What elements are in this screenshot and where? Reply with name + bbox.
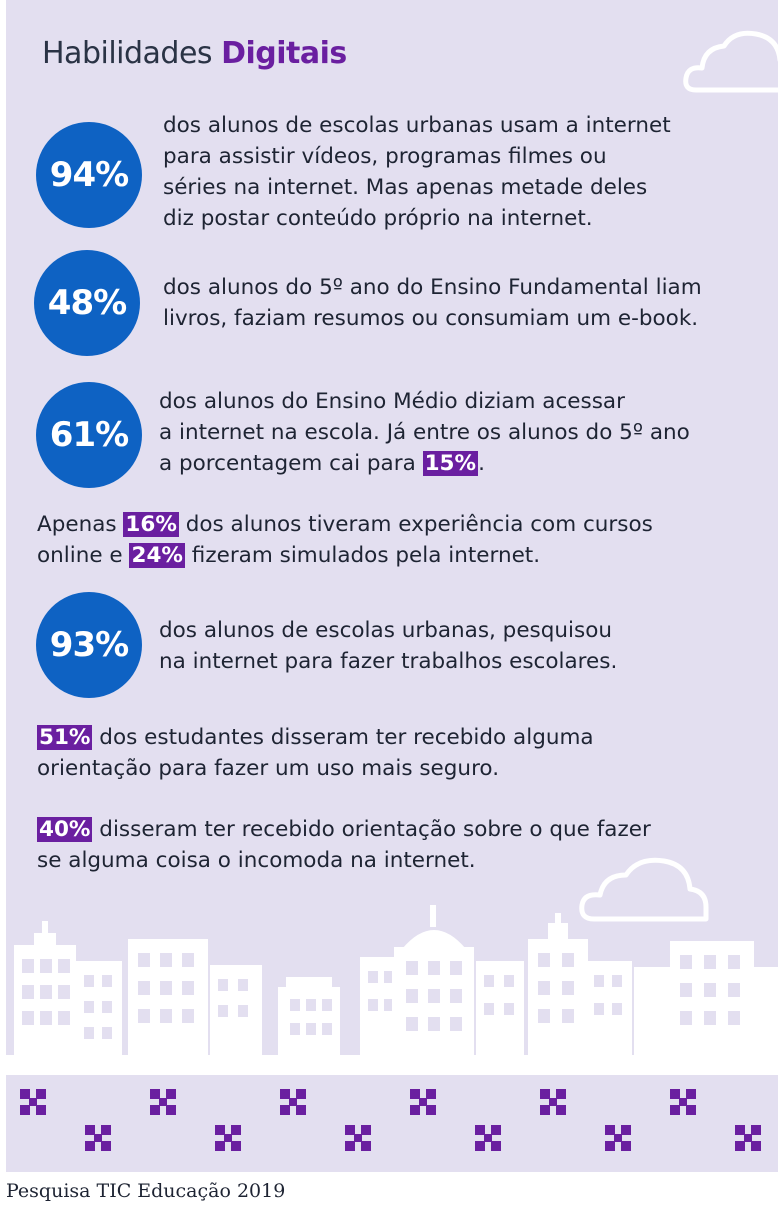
text-fragment: online e [37, 543, 130, 568]
highlight-15: 15% [422, 451, 479, 476]
stat-line: a porcentagem cai para [159, 451, 423, 476]
cloud-icon [683, 30, 778, 93]
stat-line: na internet para fazer trabalhos escolar… [159, 649, 618, 674]
stat-line: a internet na escola. Já entre os alunos… [159, 420, 690, 445]
discomfort-text: 40% disseram ter recebido orientação sob… [37, 814, 651, 876]
text-fragment: Apenas [37, 512, 124, 537]
city-skyline [6, 905, 778, 1075]
text-fragment: disseram ter recebido orientação sobre o… [92, 817, 651, 842]
orientation-text: 51% dos estudantes disseram ter recebido… [37, 722, 594, 784]
stat-line: dos alunos do 5º ano do Ensino Fundament… [163, 275, 702, 300]
courses-text: Apenas 16% dos alunos tiveram experiênci… [37, 509, 653, 571]
text-fragment: se alguma coisa o incomoda na internet. [37, 848, 476, 873]
highlight-40: 40% [37, 817, 93, 842]
highlight-24: 24% [129, 543, 185, 568]
stat-line: . [478, 451, 485, 476]
stat-text-94: dos alunos de escolas urbanas usam a int… [163, 110, 671, 234]
title-regular: Habilidades [42, 36, 222, 71]
stat-badge-93: 93% [36, 592, 142, 698]
title-bold: Digitais [221, 36, 347, 71]
stat-badge-48: 48% [34, 250, 140, 356]
stat-line: diz postar conteúdo próprio na internet. [163, 206, 593, 231]
stat-line: dos alunos de escolas urbanas, pesquisou [159, 618, 612, 643]
stat-text-93: dos alunos de escolas urbanas, pesquisou… [159, 615, 617, 677]
infographic-panel: Habilidades Digitais 94% dos alunos de e… [6, 0, 778, 1172]
stat-line: livros, faziam resumos ou consumiam um e… [163, 306, 699, 331]
text-fragment: fizeram simulados pela internet. [184, 543, 541, 568]
page-title: Habilidades Digitais [42, 36, 347, 71]
stat-text-48: dos alunos do 5º ano do Ensino Fundament… [163, 272, 702, 334]
cloud-icon [579, 857, 709, 922]
text-fragment: dos alunos tiveram experiência com curso… [178, 512, 653, 537]
text-fragment: orientação para fazer um uso mais seguro… [37, 756, 500, 781]
stat-line: para assistir vídeos, programas filmes o… [163, 144, 607, 169]
stat-line: dos alunos de escolas urbanas usam a int… [163, 113, 671, 138]
stat-text-61: dos alunos do Ensino Médio diziam acessa… [159, 386, 690, 479]
stat-line: dos alunos do Ensino Médio diziam acessa… [159, 389, 625, 414]
stat-badge-94: 94% [36, 122, 142, 228]
text-fragment: dos estudantes disseram ter recebido alg… [92, 725, 594, 750]
source-caption: Pesquisa TIC Educação 2019 [6, 1180, 286, 1202]
stat-line: séries na internet. Mas apenas metade de… [163, 175, 648, 200]
cross-pattern-icon [20, 1089, 761, 1151]
highlight-16: 16% [123, 512, 179, 537]
stat-badge-61: 61% [36, 382, 142, 488]
highlight-51: 51% [37, 725, 93, 750]
